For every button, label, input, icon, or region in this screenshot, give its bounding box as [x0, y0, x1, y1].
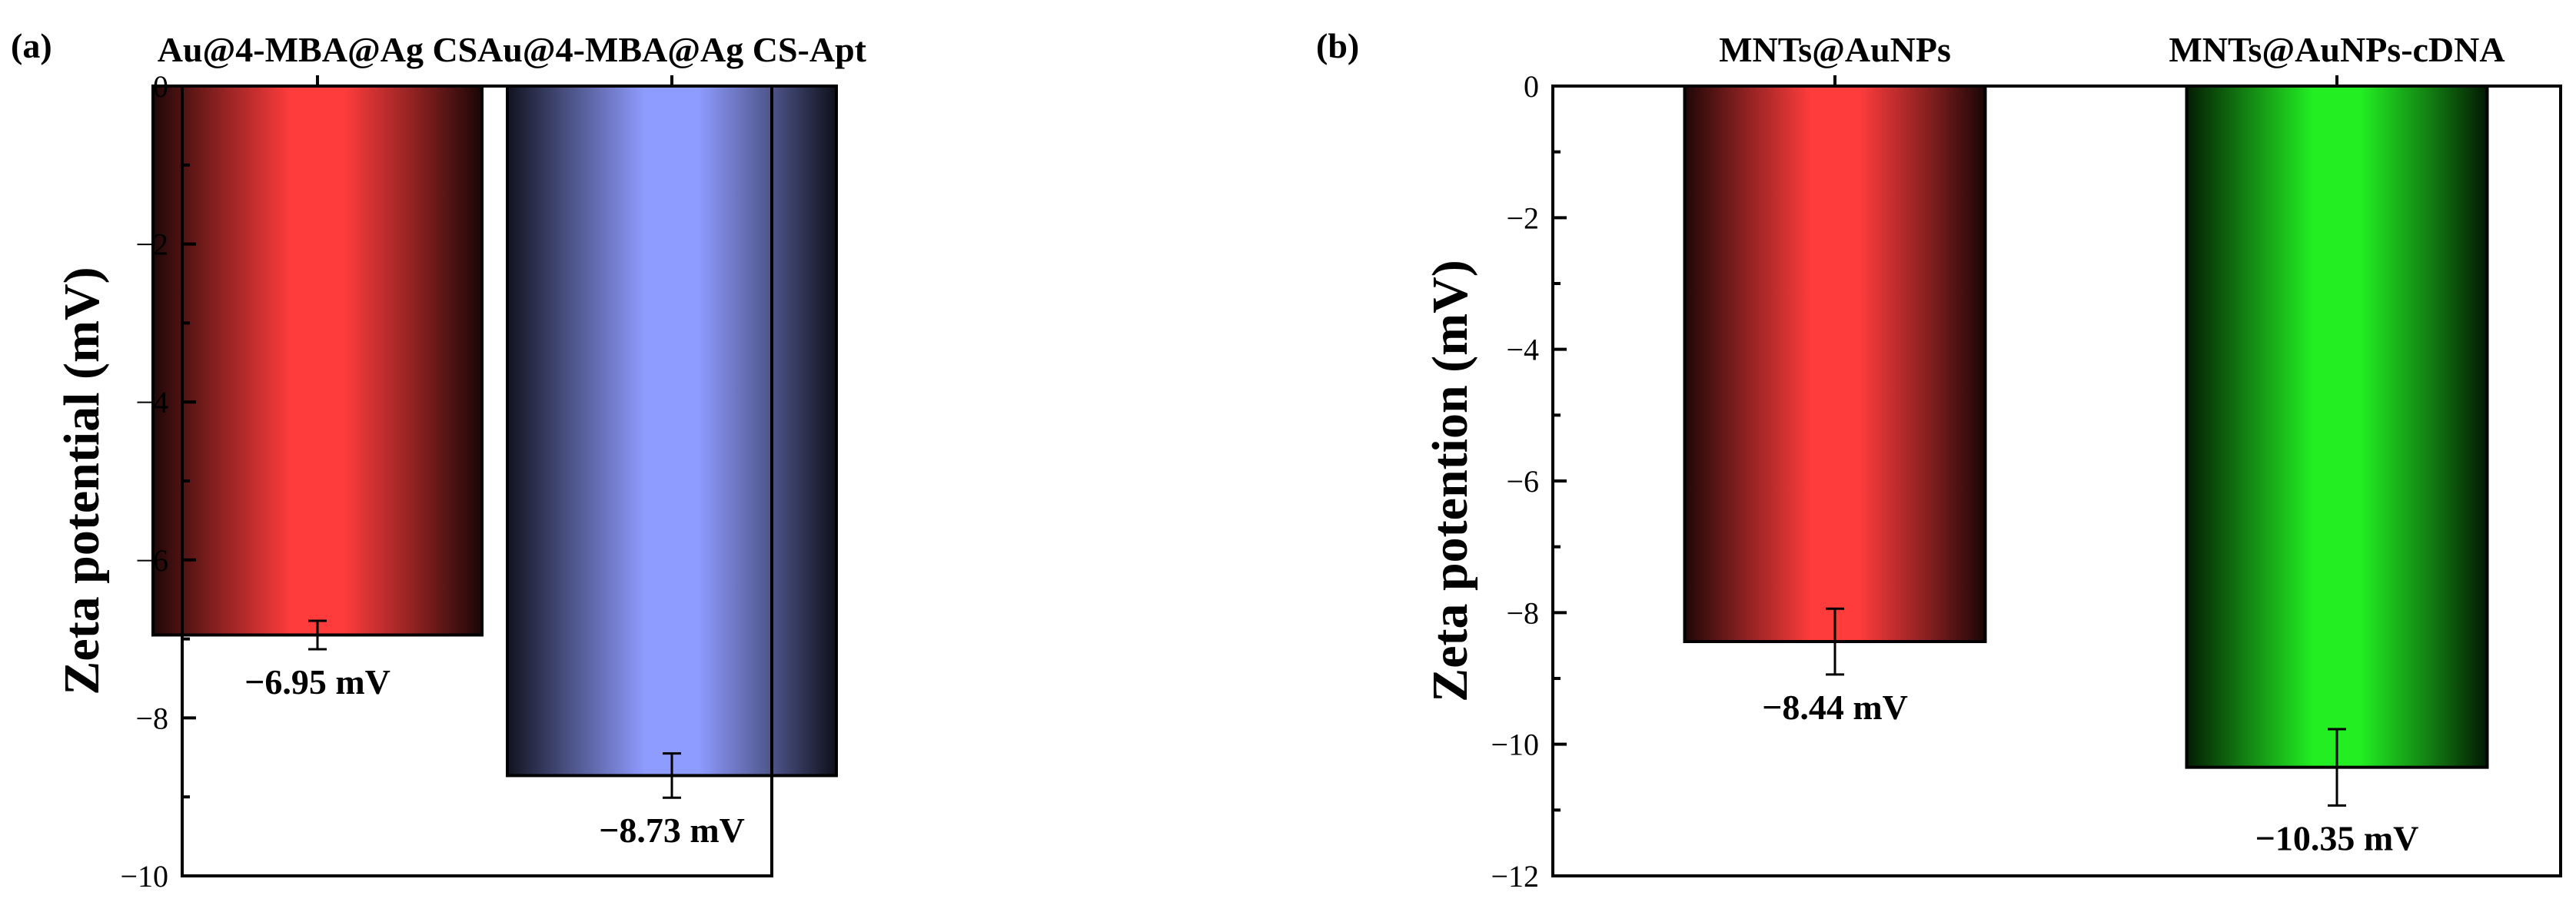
y-axis-title: Zeta potential (mV) [54, 267, 110, 695]
category-label: MNTs@AuNPs-cDNA [2169, 30, 2505, 69]
panel-b-chart: (b) 0 −2 −4 −6 −8 −10 −12 MNTs@AuNPs MNTs@AuNPs-c… [1316, 26, 2562, 894]
y-tick-label: −4 [135, 385, 168, 420]
bar-1 [506, 85, 838, 778]
y-tick-label: −6 [1506, 464, 1539, 499]
bar-0 [151, 85, 484, 637]
bar-0 [1683, 85, 1987, 644]
panel-a-chart: (a) 0 −2 −4 −6 −8 −10 Au@4-MBA@Ag CS Au@4-MBA@Ag… [11, 26, 867, 894]
category-label: MNTs@AuNPs [1719, 30, 1951, 69]
category-label: Au@4-MBA@Ag CS [158, 30, 478, 69]
y-tick-label: 0 [153, 69, 168, 104]
y-tick-label: −10 [1491, 728, 1539, 762]
value-label: −6.95 mV [244, 662, 391, 701]
bar-1 [2185, 85, 2489, 769]
y-tick-label: −4 [1506, 333, 1539, 367]
category-label: Au@4-MBA@Ag CS-Apt [477, 30, 867, 69]
y-axis-title: Zeta potention (mV) [1422, 260, 1478, 702]
y-tick-label: 0 [1524, 69, 1539, 104]
panel-label: (a) [11, 26, 52, 65]
y-tick-label: −2 [135, 227, 168, 262]
panel-label: (b) [1316, 26, 1359, 65]
y-tick-label: −10 [120, 859, 168, 894]
value-label: −8.44 mV [1762, 688, 1908, 727]
y-tick-label: −6 [135, 543, 168, 578]
y-tick-label: −8 [1506, 595, 1539, 630]
y-tick-label: −12 [1491, 859, 1539, 894]
value-label: −8.73 mV [599, 811, 745, 850]
y-tick-label: −8 [135, 701, 168, 735]
value-label: −10.35 mV [2255, 818, 2419, 857]
y-tick-label: −2 [1506, 201, 1539, 235]
